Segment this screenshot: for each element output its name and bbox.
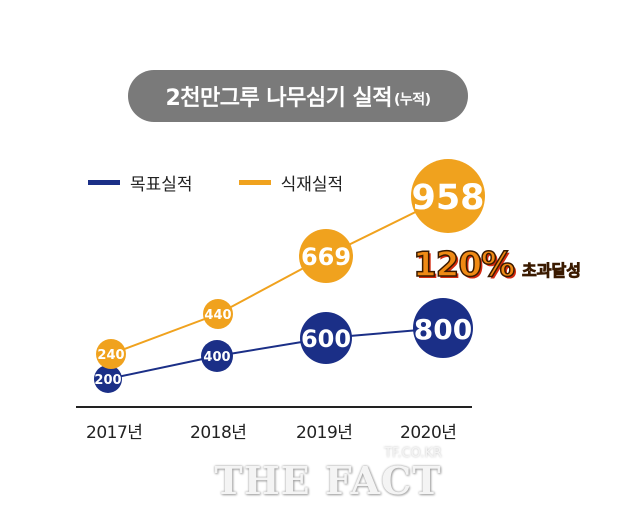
exceed-badge: 120% 초과달성 xyxy=(412,244,582,286)
point-label: 400 xyxy=(203,350,230,365)
point-target-2019: 600 xyxy=(300,312,352,364)
point-label: 958 xyxy=(411,178,484,218)
legend-item-target: 목표실적 xyxy=(88,170,193,195)
chart-title-sub: (누적) xyxy=(393,92,431,108)
planted-line xyxy=(110,195,449,355)
point-label: 600 xyxy=(301,325,351,353)
point-target-2020: 800 xyxy=(413,298,473,358)
point-planted-2020: 958 xyxy=(411,159,485,233)
point-target-2018: 400 xyxy=(201,340,233,372)
legend-item-planted: 식재실적 xyxy=(238,170,344,195)
x-label-2018: 2018년 xyxy=(190,423,247,443)
point-label: 240 xyxy=(97,348,124,363)
legend-label-planted: 식재실적 xyxy=(280,175,344,195)
x-label-2019: 2019년 xyxy=(296,423,353,443)
watermark-domain: TF.CO.KR xyxy=(384,446,442,461)
chart-title-main: 2천만그루 나무심기 실적 xyxy=(165,86,392,111)
point-planted-2019: 669 xyxy=(299,229,353,283)
x-label-2017: 2017년 xyxy=(86,423,143,443)
point-planted-2017: 240 xyxy=(96,339,126,369)
exceed-text: 초과달성 xyxy=(522,261,582,281)
legend-swatch-target xyxy=(88,180,120,185)
point-label: 669 xyxy=(301,243,351,271)
point-label: 200 xyxy=(94,373,121,388)
exceed-percent: 120% xyxy=(412,244,516,286)
legend: 목표실적 식재실적 xyxy=(88,170,389,195)
legend-label-target: 목표실적 xyxy=(130,175,193,195)
point-label: 800 xyxy=(414,313,472,346)
x-label-2020: 2020년 xyxy=(400,423,457,443)
target-line xyxy=(107,327,444,380)
point-label: 440 xyxy=(204,308,231,323)
chart-title: 2천만그루 나무심기 실적 (누적) xyxy=(128,70,468,122)
watermark-brand: THE FACT xyxy=(214,458,442,503)
legend-swatch-planted xyxy=(238,180,271,185)
point-planted-2018: 440 xyxy=(203,299,233,329)
point-target-2017: 200 xyxy=(94,365,122,393)
watermark: TF.CO.KR THE FACT xyxy=(208,446,448,501)
